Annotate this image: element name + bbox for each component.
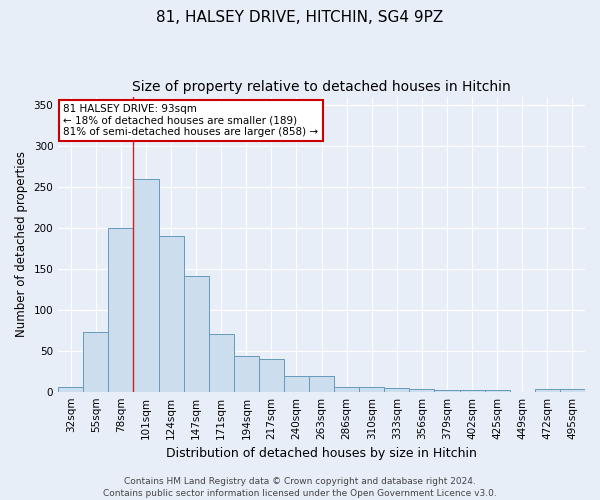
Bar bbox=[409, 389, 434, 392]
Bar bbox=[434, 390, 460, 392]
Text: 81 HALSEY DRIVE: 93sqm
← 18% of detached houses are smaller (189)
81% of semi-de: 81 HALSEY DRIVE: 93sqm ← 18% of detached… bbox=[64, 104, 319, 137]
Bar bbox=[284, 376, 309, 392]
Text: Contains HM Land Registry data © Crown copyright and database right 2024.
Contai: Contains HM Land Registry data © Crown c… bbox=[103, 476, 497, 498]
Bar bbox=[334, 387, 359, 392]
Bar bbox=[158, 236, 184, 392]
Bar bbox=[309, 376, 334, 392]
Bar bbox=[460, 390, 485, 392]
Y-axis label: Number of detached properties: Number of detached properties bbox=[15, 151, 28, 337]
Bar bbox=[209, 334, 234, 392]
Title: Size of property relative to detached houses in Hitchin: Size of property relative to detached ho… bbox=[132, 80, 511, 94]
Text: 81, HALSEY DRIVE, HITCHIN, SG4 9PZ: 81, HALSEY DRIVE, HITCHIN, SG4 9PZ bbox=[157, 10, 443, 25]
Bar bbox=[184, 276, 209, 392]
Bar bbox=[83, 332, 109, 392]
Bar bbox=[109, 228, 133, 392]
Bar bbox=[535, 389, 560, 392]
Bar bbox=[234, 356, 259, 392]
Bar bbox=[259, 359, 284, 392]
Bar bbox=[385, 388, 409, 392]
Bar bbox=[485, 390, 510, 392]
Bar bbox=[58, 387, 83, 392]
Bar bbox=[560, 389, 585, 392]
Bar bbox=[133, 178, 158, 392]
Bar bbox=[359, 387, 385, 392]
X-axis label: Distribution of detached houses by size in Hitchin: Distribution of detached houses by size … bbox=[166, 447, 477, 460]
